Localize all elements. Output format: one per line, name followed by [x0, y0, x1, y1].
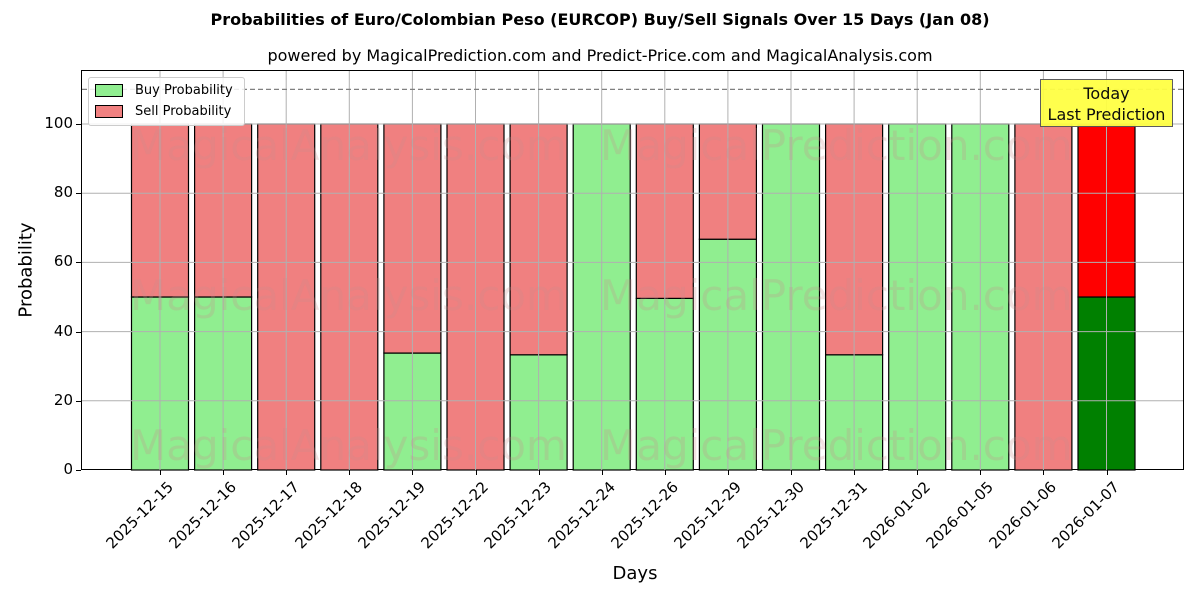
x-tick-label: 2025-12-30: [733, 478, 808, 553]
x-tick-mark: [286, 470, 288, 475]
x-tick-label: 2026-01-02: [859, 478, 934, 553]
x-tick-mark: [727, 470, 729, 475]
y-tick-label: 80: [53, 183, 73, 202]
legend-item-sell: Sell Probability: [95, 104, 231, 119]
y-tick-mark: [76, 193, 81, 195]
x-tick-label: 2025-12-19: [354, 478, 430, 553]
x-tick-label: 2025-12-29: [670, 478, 745, 553]
plot-area: [81, 70, 1184, 471]
y-tick-label: 20: [53, 390, 73, 409]
legend-sell-label: Sell Probability: [135, 104, 232, 119]
x-tick-mark: [664, 470, 666, 475]
x-tick-mark: [412, 470, 414, 475]
legend-buy-label: Buy Probability: [135, 83, 233, 98]
x-tick-label: 2026-01-05: [922, 478, 998, 553]
bars-svg: [82, 71, 1183, 471]
y-tick-mark: [76, 400, 81, 402]
legend-item-buy: Buy Probability: [95, 83, 233, 98]
x-tick-label: 2025-12-16: [165, 478, 240, 553]
today-label: Today: [1083, 84, 1130, 103]
x-tick-mark: [223, 470, 225, 475]
x-tick-label: 2025-12-17: [228, 478, 303, 553]
x-tick-mark: [854, 470, 856, 475]
x-tick-mark: [791, 470, 792, 475]
y-tick-label: 60: [53, 252, 73, 271]
y-tick-label: 0: [63, 460, 73, 478]
y-tick-mark: [76, 124, 81, 125]
y-axis-label: Probability: [15, 222, 37, 318]
y-tick-mark: [76, 262, 81, 264]
x-tick-label: 2025-12-22: [417, 478, 493, 553]
x-tick-mark: [980, 470, 982, 475]
x-axis-label: Days: [612, 563, 658, 584]
x-tick-mark: [1106, 470, 1108, 475]
chart-title: Probabilities of Euro/Colombian Peso (EU…: [210, 10, 990, 29]
x-tick-label: 2026-01-07: [1048, 478, 1124, 553]
x-tick-mark: [538, 470, 540, 475]
x-tick-mark: [475, 470, 477, 475]
sell-swatch-icon: [95, 105, 123, 118]
buy-swatch-icon: [95, 84, 123, 97]
x-tick-label: 2025-12-15: [102, 478, 177, 553]
x-tick-mark: [601, 470, 603, 475]
x-tick-label: 2025-12-31: [796, 478, 871, 553]
y-tick-mark: [76, 331, 81, 333]
y-tick-mark: [76, 470, 81, 471]
x-tick-mark: [160, 470, 161, 475]
y-tick-label: 40: [53, 321, 73, 340]
x-tick-mark: [1043, 470, 1045, 475]
x-tick-mark: [917, 470, 919, 475]
x-tick-mark: [349, 470, 351, 475]
x-tick-label: 2026-01-06: [985, 478, 1061, 553]
y-tick-label: 100: [44, 114, 73, 132]
last-prediction-label: Last Prediction: [1047, 105, 1166, 124]
x-tick-label: 2025-12-18: [291, 478, 367, 553]
x-tick-label: 2025-12-24: [544, 478, 619, 553]
chart-subtitle: powered by MagicalPrediction.com and Pre…: [267, 46, 933, 65]
today-annotation: Today Last Prediction: [1040, 79, 1173, 127]
x-tick-label: 2025-12-23: [480, 478, 556, 553]
legend: Buy Probability Sell Probability: [88, 77, 245, 126]
